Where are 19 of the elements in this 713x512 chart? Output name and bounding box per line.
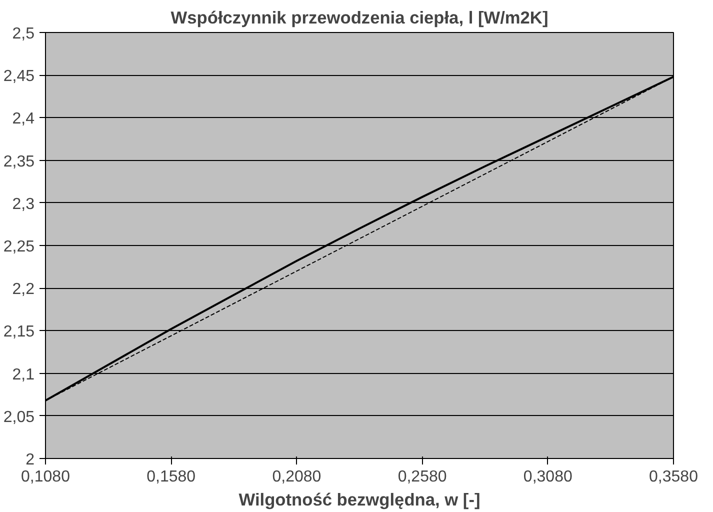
y-tick-label: 2,25 [3,238,35,256]
y-tick-label: 2,5 [12,26,35,42]
y-tick-label: 2,05 [3,408,35,426]
y-tick-label: 2,15 [3,324,35,341]
x-tick-label: 0,3580 [649,468,698,486]
y-tick-label: 2,2 [12,281,35,298]
x-axis-title: Wilgotność bezwględna, w [-] [238,490,480,510]
y-tick-label: 2,3 [12,196,35,213]
y-tick-label: 2,45 [3,68,35,86]
x-tick-label: 0,3080 [523,468,572,486]
y-tick-label: 2 [26,452,35,468]
x-tick-label: 0,2580 [398,468,447,486]
x-tick-label: 0,2080 [272,468,322,486]
x-tick-label: 0,1580 [146,468,196,486]
y-tick-label: 2,35 [3,153,35,170]
x-tick-label: 0,1080 [21,468,70,486]
chart-title: Współczynnik przewodzenia ciepła, l [W/m2K] [170,8,548,28]
y-tick-label: 2,4 [12,110,35,128]
y-tick-label: 2,1 [12,366,35,384]
